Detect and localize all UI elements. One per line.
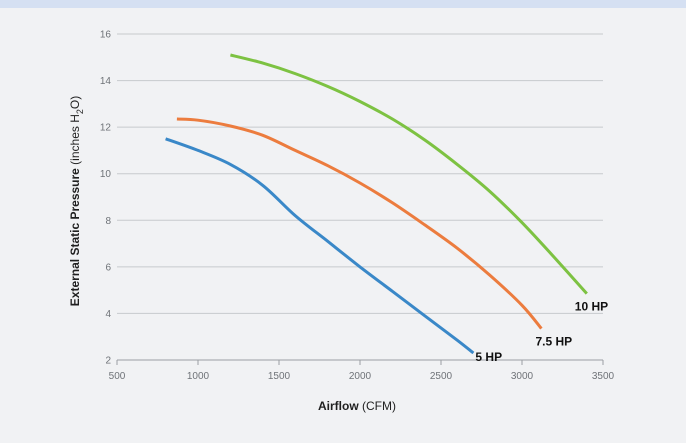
x-axis-unit: (CFM) [362,399,396,413]
axis-layer: 2 4 6 8 10 12 14 16 500 1000 1500 2000 2500 3000 3500 [100,30,615,383]
series-line-7-5-hp [176,117,543,330]
series-label-10-hp: 10 HP [575,300,608,314]
y-tick-label: 4 [105,309,111,320]
series-label-5-hp: 5 HP [475,350,502,364]
grid-layer [117,33,603,314]
y-axis-unit-part-2: O) [68,96,82,109]
y-tick-label: 16 [100,30,112,41]
y-axis-title-text: External Static Pressure [68,168,82,306]
x-tick-label: 2000 [349,371,372,382]
y-axis-unit-part-1: (inches H [68,114,82,165]
x-axis-title: Airflow (CFM) [318,399,396,413]
series-label-7-5-hp: 7.5 HP [535,335,572,349]
x-tick-label: 3500 [592,371,615,382]
chart-container: 2 4 6 8 10 12 14 16 500 1000 1500 2000 2500 3000 3500 … [0,8,686,443]
x-tick-label: 1000 [187,371,210,382]
y-axis-title: External Static Pressure (inches H2O) [68,96,85,306]
series-layer [165,53,588,355]
y-tick-label: 6 [105,262,111,273]
y-tick-label: 14 [100,76,112,87]
x-tick-label: 3000 [511,371,534,382]
y-tick-label: 2 [105,356,111,367]
label-layer: 5 HP 7.5 HP 10 HP [475,300,608,364]
top-band [0,0,686,8]
y-tick-label: 10 [100,169,112,180]
y-tick-label: 8 [105,216,111,227]
x-tick-label: 500 [109,371,126,382]
x-tick-label: 1500 [268,371,291,382]
y-tick-label: 12 [100,123,112,134]
series-line-10-hp [230,53,588,295]
x-tick-label: 2500 [430,371,453,382]
x-axis-title-text: Airflow [318,399,359,413]
y-axis-unit-subscript: 2 [75,109,85,114]
series-line-5-hp [165,137,475,355]
